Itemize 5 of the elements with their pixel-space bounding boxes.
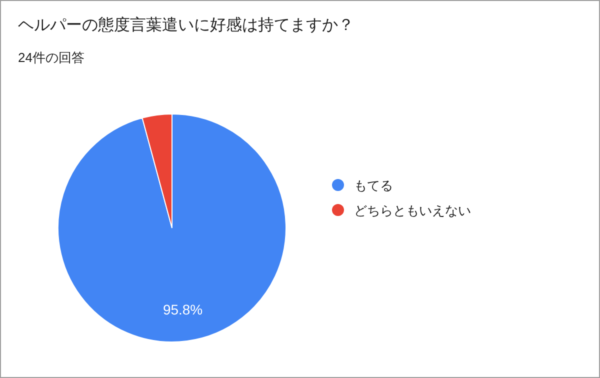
legend-label: どちらともいえない <box>354 203 471 218</box>
chart-subtitle: 24件の回答 <box>18 50 84 65</box>
legend-label: もてる <box>354 178 393 193</box>
chart-title: ヘルパーの態度言葉遣いに好感は持てますか？ <box>18 16 354 34</box>
data-label: 95.8% <box>162 301 203 318</box>
